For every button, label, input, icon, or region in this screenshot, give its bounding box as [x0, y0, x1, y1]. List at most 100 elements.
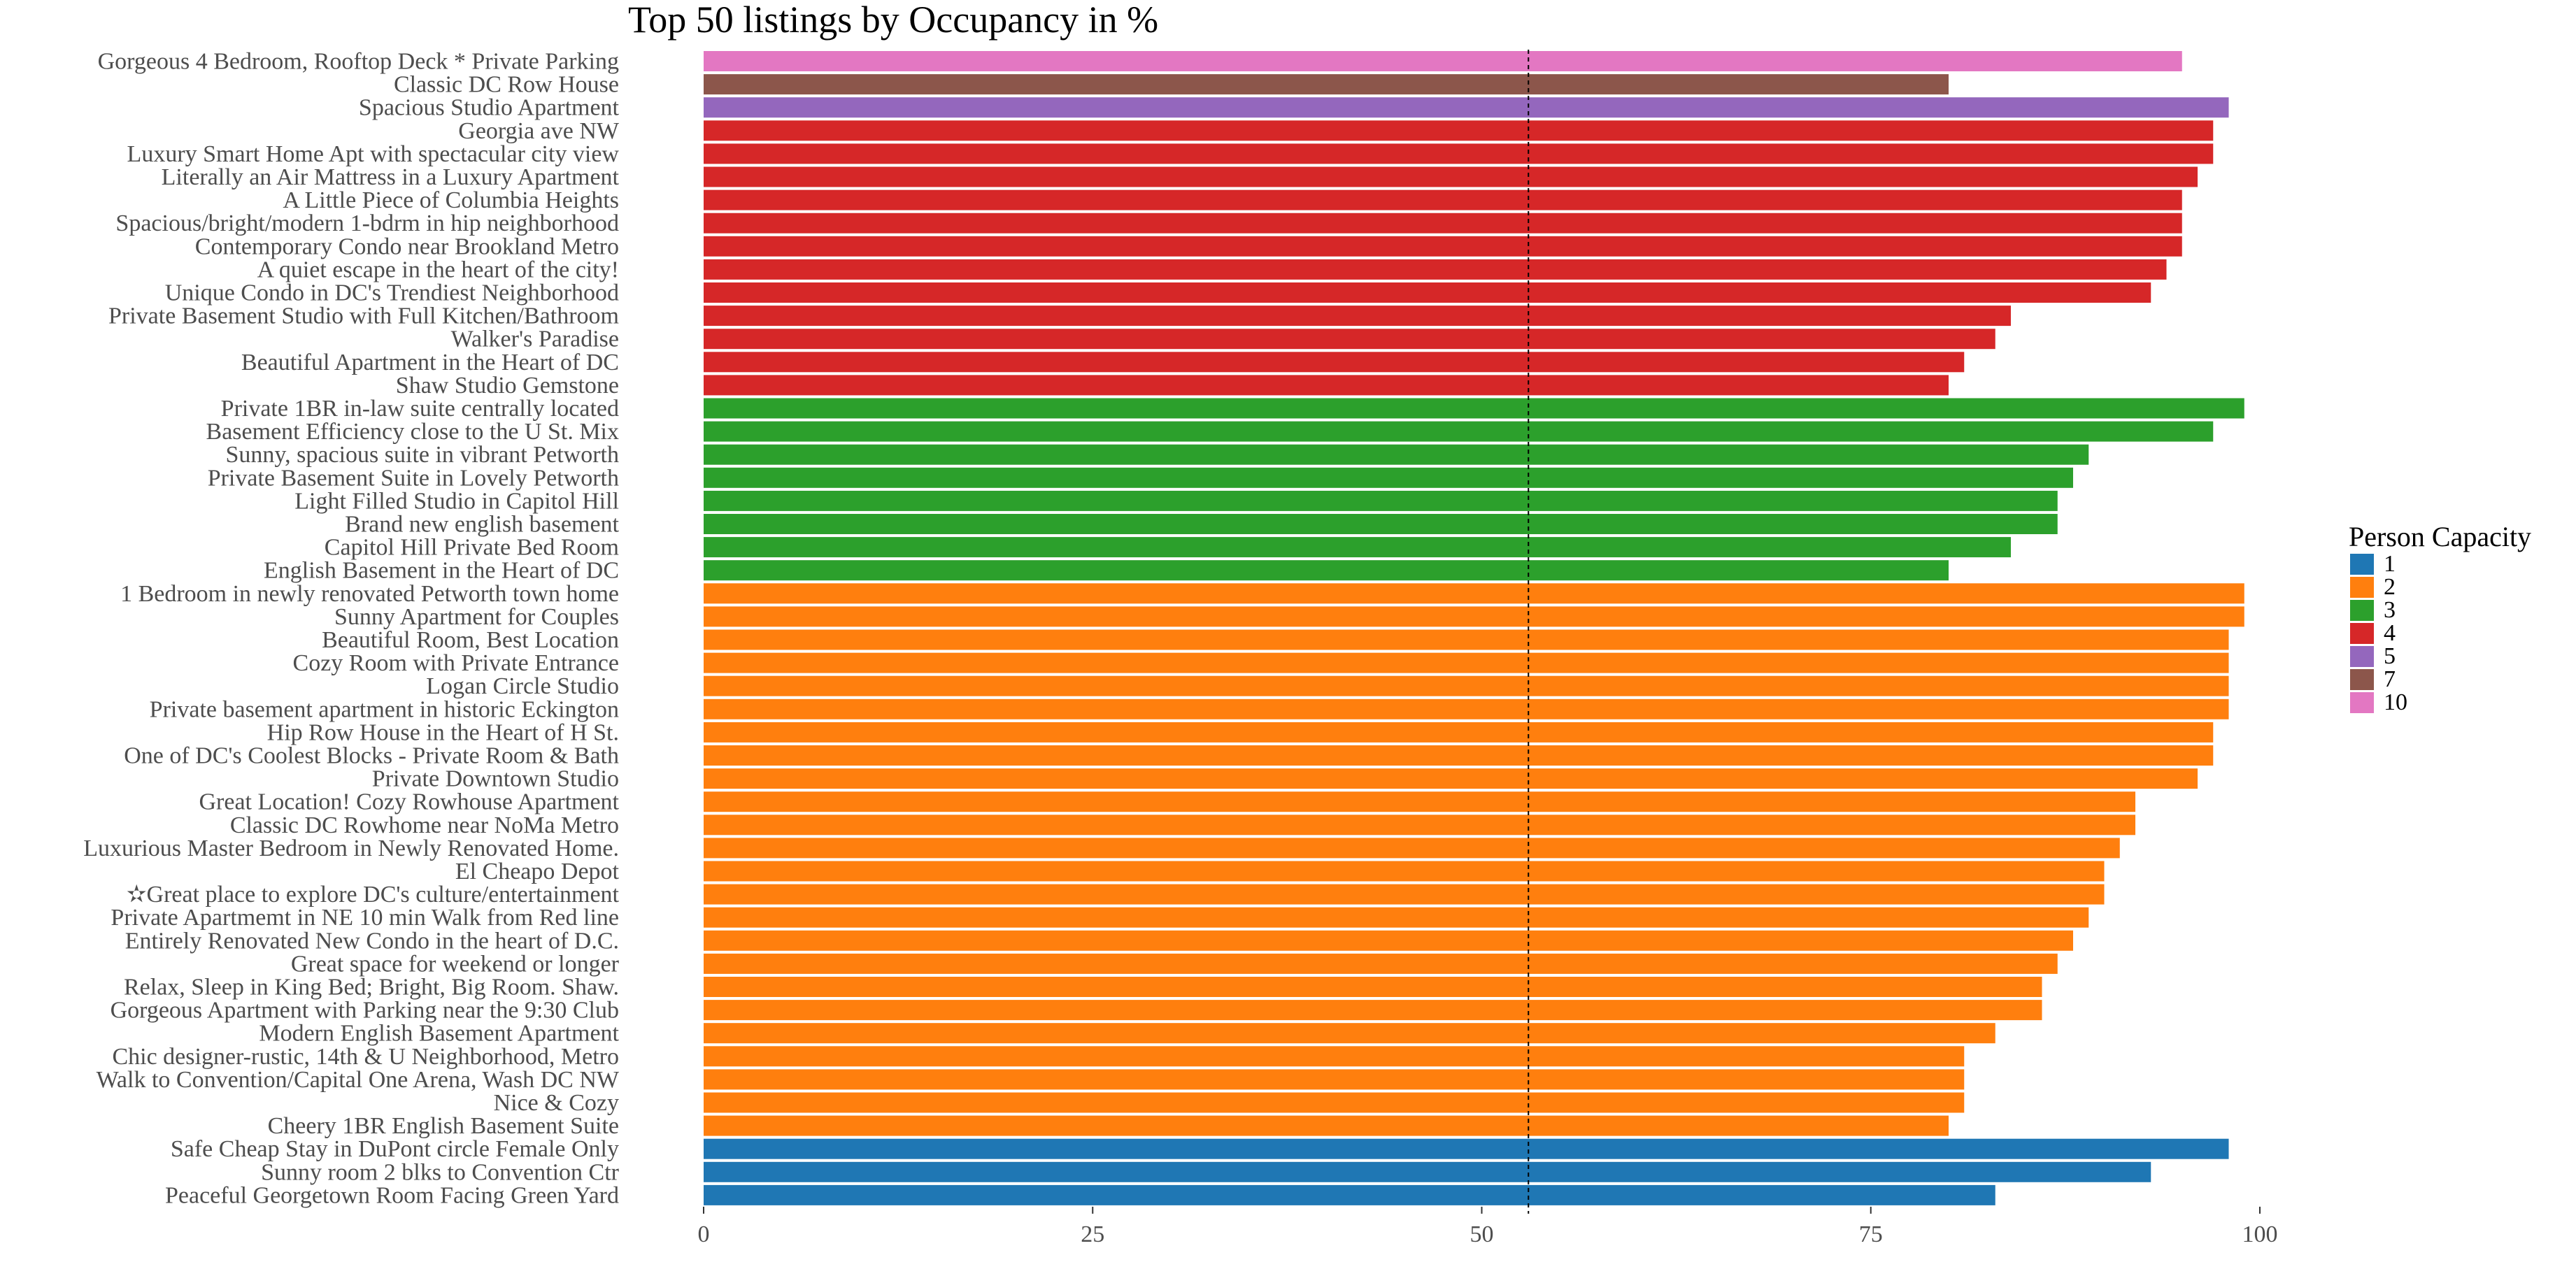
legend-swatch — [2350, 577, 2374, 598]
category-label: Unique Condo in DC's Trendiest Neighborh… — [165, 280, 619, 306]
category-label: Safe Cheap Stay in DuPont circle Female … — [171, 1136, 619, 1162]
category-label: Georgia ave NW — [458, 118, 620, 144]
bar — [704, 537, 2011, 558]
category-label: Great Location! Cozy Rowhouse Apartment — [199, 789, 619, 815]
bar — [704, 166, 2198, 187]
chart-title: Top 50 listings by Occupancy in % — [628, 0, 1158, 41]
bar — [704, 213, 2182, 234]
category-label: Contemporary Condo near Brookland Metro — [195, 234, 619, 259]
bar — [704, 768, 2198, 789]
category-labels: Gorgeous 4 Bedroom, Rooftop Deck * Priva… — [83, 49, 620, 1209]
bar — [704, 490, 2058, 511]
category-label: Logan Circle Studio — [426, 673, 619, 699]
bar — [704, 306, 2011, 327]
legend-label: 1 — [2384, 551, 2396, 577]
category-label: Brand new english basement — [345, 512, 619, 538]
legend-title: Person Capacity — [2349, 521, 2531, 552]
bar — [704, 51, 2182, 71]
x-tick-label: 100 — [2242, 1221, 2278, 1247]
bar — [704, 629, 2229, 650]
category-label: Walk to Convention/Capital One Arena, Wa… — [97, 1067, 620, 1093]
category-label: Beautiful Room, Best Location — [322, 627, 619, 653]
category-label: Gorgeous 4 Bedroom, Rooftop Deck * Priva… — [98, 49, 619, 75]
category-label: A quiet escape in the heart of the city! — [257, 257, 619, 282]
category-label: Capitol Hill Private Bed Room — [325, 535, 619, 561]
category-label: ✫Great place to explore DC's culture/ent… — [127, 882, 620, 908]
x-tick-label: 75 — [1859, 1221, 1883, 1247]
bar — [704, 606, 2244, 627]
category-label: English Basement in the Heart of DC — [264, 558, 619, 584]
category-label: Walker's Paradise — [451, 327, 619, 352]
category-label: Sunny room 2 blks to Convention Ctr — [261, 1159, 620, 1185]
bar — [704, 189, 2182, 210]
category-label: Spacious/bright/modern 1-bdrm in hip nei… — [115, 210, 619, 236]
category-label: El Cheapo Depot — [455, 859, 620, 884]
category-label: Chic designer-rustic, 14th & U Neighborh… — [112, 1044, 619, 1070]
bar — [704, 652, 2229, 673]
bar — [704, 329, 1995, 350]
bar — [704, 421, 2214, 442]
bar — [704, 815, 2135, 836]
category-label: Light Filled Studio in Capitol Hill — [294, 488, 619, 514]
bar — [704, 1023, 1995, 1044]
category-label: Private Basement Suite in Lovely Petwort… — [208, 465, 619, 491]
category-label: Peaceful Georgetown Room Facing Green Ya… — [165, 1182, 619, 1208]
bar — [704, 282, 2151, 303]
category-label: Relax, Sleep in King Bed; Bright, Big Ro… — [124, 975, 619, 1001]
category-label: A Little Piece of Columbia Heights — [283, 187, 619, 213]
bar — [704, 236, 2182, 257]
category-label: Spacious Studio Apartment — [359, 95, 620, 121]
bar — [704, 1161, 2151, 1182]
category-label: Sunny Apartment for Couples — [334, 604, 619, 630]
legend-label: 10 — [2384, 689, 2407, 715]
category-label: Great space for weekend or longer — [291, 951, 620, 977]
category-label: Cheery 1BR English Basement Suite — [268, 1113, 619, 1139]
category-label: Classic DC Row House — [394, 72, 619, 98]
bar — [704, 675, 2229, 696]
bar — [704, 143, 2214, 164]
category-label: Luxury Smart Home Apt with spectacular c… — [127, 141, 620, 167]
legend-label: 3 — [2384, 597, 2396, 623]
bar — [704, 930, 2073, 951]
bar — [704, 583, 2244, 604]
legend-swatch — [2350, 600, 2374, 621]
category-label: Entirely Renovated New Condo in the hear… — [125, 928, 619, 954]
bar — [704, 74, 1949, 95]
bar — [704, 907, 2089, 928]
bar — [704, 838, 2120, 859]
legend-swatch — [2350, 669, 2374, 690]
bar — [704, 1092, 1965, 1113]
bar — [704, 120, 2214, 141]
category-label: One of DC's Coolest Blocks - Private Roo… — [124, 743, 619, 769]
category-label: Shaw Studio Gemstone — [396, 373, 619, 399]
legend-swatch — [2350, 554, 2374, 575]
bar — [704, 1184, 1995, 1205]
x-tick-label: 0 — [698, 1221, 710, 1247]
bar — [704, 861, 2105, 882]
bar — [704, 884, 2105, 905]
bar — [704, 745, 2214, 766]
category-label: Private Basement Studio with Full Kitche… — [108, 303, 619, 329]
category-label: Private Downtown Studio — [372, 766, 619, 792]
bar — [704, 514, 2058, 534]
bar — [704, 1046, 1965, 1067]
bar — [704, 791, 2135, 812]
category-label: Private Apartmemt in NE 10 min Walk from… — [111, 905, 619, 931]
category-label: Sunny, spacious suite in vibrant Petwort… — [225, 442, 619, 468]
category-label: Luxurious Master Bedroom in Newly Renova… — [83, 836, 619, 861]
category-label: Literally an Air Mattress in a Luxury Ap… — [162, 164, 620, 190]
bar — [704, 977, 2042, 997]
bar — [704, 1069, 1965, 1090]
category-label: 1 Bedroom in newly renovated Petworth to… — [120, 581, 619, 607]
x-axis: 0 25 50 75 100 — [698, 1206, 2278, 1247]
bar — [704, 698, 2229, 719]
legend-swatch — [2350, 623, 2374, 644]
bar — [704, 259, 2167, 280]
legend-label: 7 — [2384, 666, 2396, 692]
bar — [704, 1000, 2042, 1021]
bar — [704, 375, 1949, 396]
category-label: Private 1BR in-law suite centrally locat… — [221, 396, 619, 422]
category-label: Classic DC Rowhome near NoMa Metro — [230, 812, 619, 838]
